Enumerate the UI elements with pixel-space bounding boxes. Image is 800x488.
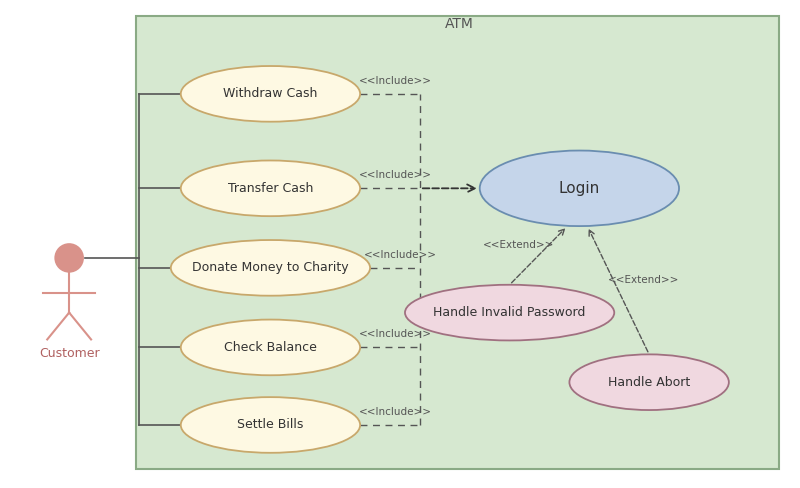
Ellipse shape — [181, 161, 360, 216]
Ellipse shape — [181, 66, 360, 122]
Text: <<Include>>: <<Include>> — [363, 250, 437, 260]
Text: Check Balance: Check Balance — [224, 341, 317, 354]
Text: <<Include>>: <<Include>> — [358, 329, 431, 340]
Ellipse shape — [570, 354, 729, 410]
Text: Login: Login — [558, 181, 600, 196]
Text: <<Extend>>: <<Extend>> — [607, 275, 679, 285]
Text: Settle Bills: Settle Bills — [238, 419, 304, 431]
FancyBboxPatch shape — [136, 16, 778, 468]
Ellipse shape — [181, 320, 360, 375]
Text: Handle Invalid Password: Handle Invalid Password — [434, 306, 586, 319]
Ellipse shape — [480, 150, 679, 226]
Text: <<Include>>: <<Include>> — [358, 76, 431, 86]
Text: Donate Money to Charity: Donate Money to Charity — [192, 262, 349, 274]
Text: <<Extend>>: <<Extend>> — [483, 241, 554, 250]
Ellipse shape — [181, 397, 360, 453]
Text: Withdraw Cash: Withdraw Cash — [223, 87, 318, 101]
Circle shape — [55, 244, 83, 272]
Ellipse shape — [405, 285, 614, 341]
Text: Handle Abort: Handle Abort — [608, 376, 690, 389]
Text: Transfer Cash: Transfer Cash — [228, 182, 313, 195]
Text: ATM: ATM — [446, 17, 474, 31]
Ellipse shape — [170, 240, 370, 296]
Text: <<Include>>: <<Include>> — [358, 170, 431, 181]
Text: Customer: Customer — [39, 347, 99, 361]
Text: <<Include>>: <<Include>> — [358, 407, 431, 417]
